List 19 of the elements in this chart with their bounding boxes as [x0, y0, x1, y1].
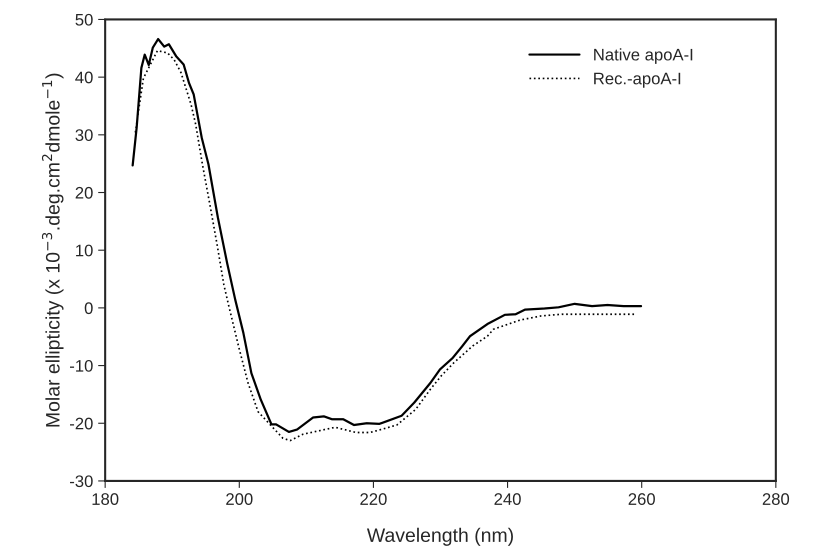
x-tick-label: 200 [226, 493, 253, 505]
x-tick-label: 180 [92, 493, 118, 505]
legend-label: Rec.-apoA-I [594, 72, 680, 88]
x-tick-label: 240 [494, 493, 521, 505]
x-axis-title: Wavelength (nm) [366, 528, 513, 546]
y-tick-label: -30 [70, 475, 93, 488]
y-axis-title: Molar ellipticity (x 10$^{−3}$.deg.cm$^{2}$dmole$^{−1}$) [42, 74, 64, 427]
legend-label: Native apoA-I [594, 48, 692, 64]
y-tick-label: 50 [75, 14, 93, 26]
x-tick-label: 220 [360, 493, 387, 505]
y-tick-label: -20 [70, 418, 93, 430]
x-tick-label: 260 [628, 493, 655, 505]
x-tick-label: 280 [762, 493, 790, 505]
y-tick-label: 20 [76, 186, 93, 199]
y-tick-label: 10 [76, 244, 93, 256]
y-tick-label: 30 [75, 129, 93, 142]
y-tick-label: 0 [84, 302, 93, 314]
y-tick-label: -10 [70, 360, 93, 372]
y-tick-label: 40 [75, 72, 93, 84]
